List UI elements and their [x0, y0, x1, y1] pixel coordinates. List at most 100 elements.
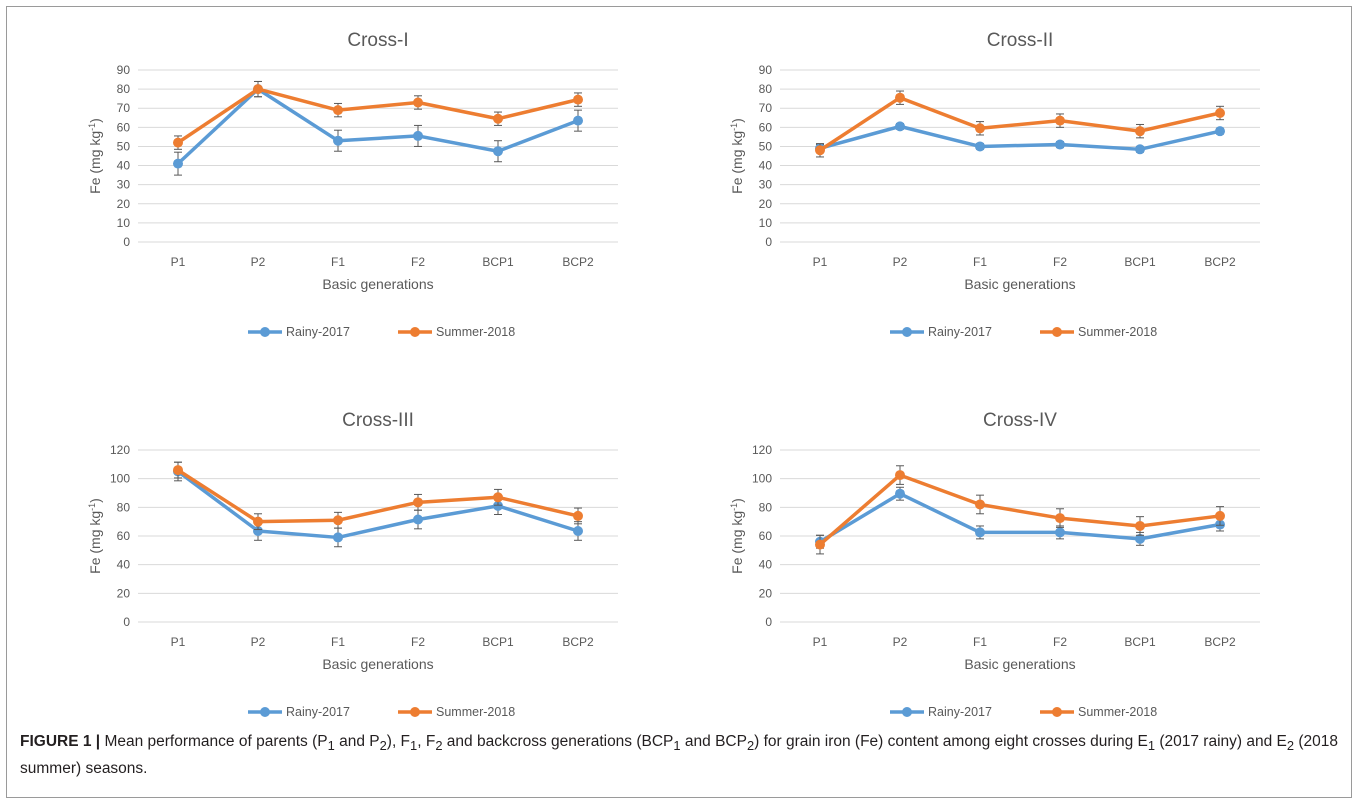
y-tick-label: 30 — [117, 178, 131, 192]
data-point — [1055, 139, 1065, 150]
legend-label: Rainy-2017 — [928, 705, 992, 719]
y-tick-label: 100 — [110, 472, 130, 486]
legend-label: Rainy-2017 — [286, 705, 350, 719]
chart-cross-4: Cross-IV 0 20 40 60 80 100 120 P1 P2 F1 F2 BCP1 BCP2 B… — [720, 400, 1280, 730]
data-point — [253, 525, 263, 536]
y-tick-label: 50 — [117, 139, 131, 153]
data-point — [1135, 126, 1145, 137]
y-axis-label-superscript: -1 — [729, 503, 739, 511]
x-axis-label: Basic generations — [322, 276, 433, 292]
data-point — [1215, 126, 1225, 137]
y-tick-label: 80 — [117, 500, 131, 514]
data-point — [413, 497, 423, 508]
data-point — [333, 515, 343, 526]
y-tick-label: 60 — [759, 529, 773, 543]
data-point — [975, 499, 985, 510]
y-tick-label: 40 — [117, 159, 131, 173]
data-point — [1055, 513, 1065, 524]
x-tick-label: BCP1 — [482, 635, 514, 649]
data-point — [1135, 144, 1145, 155]
y-tick-label: 80 — [759, 82, 773, 96]
y-tick-label: 120 — [110, 443, 130, 457]
y-tick-label: 0 — [123, 235, 130, 249]
y-tick-label: 60 — [117, 120, 131, 134]
y-tick-label: 20 — [759, 197, 773, 211]
y-axis-label: Fe (mg kg-1) — [87, 498, 103, 574]
figure-frame — [6, 6, 1352, 798]
series-line — [819, 491, 1221, 544]
data-point — [173, 137, 183, 148]
data-point — [333, 105, 343, 116]
x-tick-label: P2 — [251, 255, 266, 269]
data-point — [413, 97, 423, 108]
data-point — [895, 121, 905, 132]
data-point — [895, 488, 905, 499]
series-line — [177, 468, 579, 524]
legend-marker — [902, 327, 912, 337]
y-axis-label-close: ) — [729, 118, 745, 123]
y-tick-label: 20 — [759, 586, 773, 600]
y-tick-label: 0 — [123, 615, 130, 629]
x-tick-label: F2 — [1053, 255, 1067, 269]
data-point — [815, 539, 825, 550]
x-tick-label: F2 — [411, 255, 425, 269]
y-tick-label: 0 — [765, 235, 772, 249]
y-axis-label-close: ) — [87, 118, 103, 123]
figure-caption: FIGURE 1 | Mean performance of parents (… — [20, 730, 1340, 780]
series-line — [819, 95, 1221, 152]
y-tick-label: 120 — [752, 443, 772, 457]
y-tick-label: 70 — [759, 101, 773, 115]
data-point — [975, 527, 985, 538]
data-point — [413, 514, 423, 525]
data-point — [573, 115, 583, 126]
y-axis-label-superscript: -1 — [729, 123, 739, 131]
x-tick-label: BCP2 — [562, 255, 594, 269]
data-point — [975, 141, 985, 152]
y-tick-label: 60 — [117, 529, 131, 543]
caption-text: Mean performance of parents (P1 and P2),… — [20, 733, 1339, 778]
x-tick-label: BCP2 — [1204, 255, 1236, 269]
data-point — [1215, 108, 1225, 118]
data-point — [975, 123, 985, 134]
series-line — [819, 124, 1221, 152]
chart-cross-2: Cross-II 0 10 20 30 40 50 60 70 80 90 P1 P2 F1 F2 BCP1 B… — [720, 20, 1280, 350]
x-tick-label: BCP1 — [1124, 635, 1156, 649]
chart-cross-1: Cross-I 0 10 20 30 40 50 60 70 80 90 P1 P2 F1 F2 BCP1 BC… — [78, 20, 638, 350]
legend-marker — [1052, 707, 1062, 717]
data-point — [493, 113, 503, 124]
y-axis-label-close: ) — [87, 498, 103, 503]
legend-label: Summer-2018 — [1078, 325, 1157, 339]
data-point — [493, 492, 503, 503]
data-point — [895, 92, 905, 103]
data-point — [1055, 115, 1065, 126]
y-tick-label: 50 — [759, 139, 773, 153]
y-tick-label: 80 — [117, 82, 131, 96]
legend-marker — [260, 707, 270, 717]
series-line — [176, 470, 579, 540]
series-line — [818, 473, 1221, 546]
data-point — [253, 84, 263, 95]
data-point — [815, 145, 825, 156]
data-point — [413, 130, 423, 141]
data-point — [1215, 510, 1225, 521]
x-tick-label: P1 — [813, 635, 828, 649]
x-axis-label: Basic generations — [964, 276, 1075, 292]
legend-marker — [1052, 327, 1062, 337]
x-tick-label: F1 — [973, 255, 987, 269]
y-tick-label: 20 — [117, 586, 131, 600]
y-tick-label: 40 — [117, 558, 131, 572]
data-point — [493, 146, 503, 157]
legend-label: Summer-2018 — [1078, 705, 1157, 719]
y-axis-label: Fe (mg kg-1) — [729, 118, 745, 194]
x-axis-label: Basic generations — [964, 656, 1075, 672]
y-tick-label: 80 — [759, 500, 773, 514]
x-tick-label: P2 — [893, 255, 908, 269]
data-point — [895, 470, 905, 481]
y-tick-label: 40 — [759, 558, 773, 572]
x-axis-label: Basic generations — [322, 656, 433, 672]
data-point — [1055, 527, 1065, 538]
chart-title: Cross-I — [347, 30, 408, 51]
legend-marker — [260, 327, 270, 337]
x-tick-label: F1 — [973, 635, 987, 649]
chart-title: Cross-II — [987, 30, 1054, 51]
